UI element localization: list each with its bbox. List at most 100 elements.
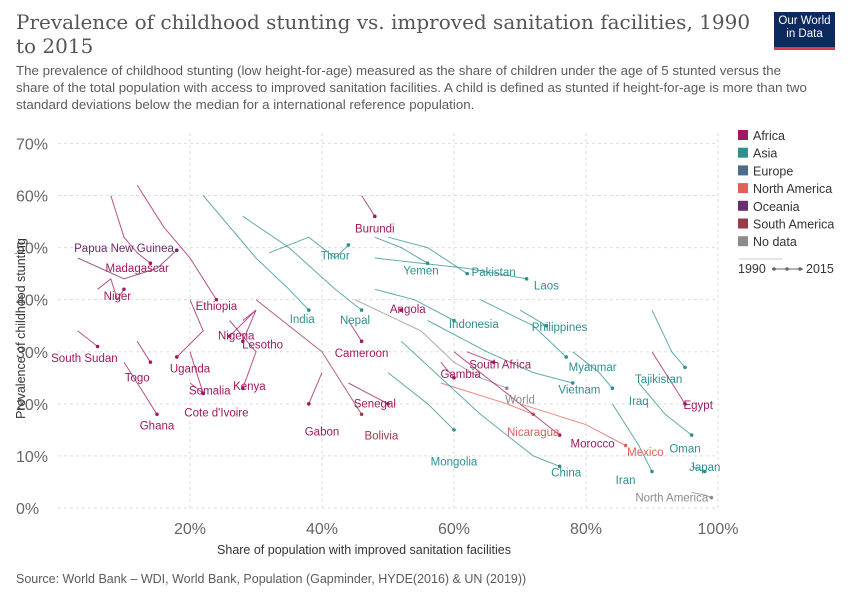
country-label[interactable]: South Africa xyxy=(469,359,532,371)
country-label[interactable]: Cote d'Ivoire xyxy=(184,408,248,420)
series-china[interactable] xyxy=(400,340,562,469)
series-endpoint[interactable] xyxy=(683,402,687,406)
series-cote-d-ivoire[interactable] xyxy=(189,351,205,396)
country-label[interactable]: North America xyxy=(635,493,708,505)
series-line[interactable] xyxy=(348,382,389,405)
series-japan[interactable] xyxy=(691,465,707,474)
country-label[interactable]: Japan xyxy=(689,462,720,474)
series-togo[interactable] xyxy=(136,341,153,364)
country-label[interactable]: Togo xyxy=(125,372,150,384)
series-south-sudan[interactable] xyxy=(77,330,100,349)
country-label[interactable]: Madagascar xyxy=(106,263,169,275)
country-label[interactable]: Myanmar xyxy=(569,362,617,374)
series-endpoint[interactable] xyxy=(505,386,509,391)
series-line[interactable] xyxy=(269,236,349,259)
series-endpoint[interactable] xyxy=(452,428,456,432)
series-line[interactable] xyxy=(691,491,712,499)
series-endpoint[interactable] xyxy=(524,277,529,281)
series-endpoint[interactable] xyxy=(610,386,615,391)
country-label[interactable]: Laos xyxy=(534,281,559,293)
series-gabon[interactable] xyxy=(307,372,323,406)
series-endpoint[interactable] xyxy=(683,365,687,370)
series-line[interactable] xyxy=(110,195,151,264)
series-line[interactable] xyxy=(361,195,376,217)
series-endpoint[interactable] xyxy=(241,339,245,344)
series-endpoint[interactable] xyxy=(564,355,568,359)
legend-item-no-data[interactable]: No data xyxy=(738,235,797,249)
series-line[interactable] xyxy=(308,372,323,404)
series-endpoint[interactable] xyxy=(544,323,549,328)
series-line[interactable] xyxy=(136,341,151,363)
series-ethiopia[interactable] xyxy=(136,184,219,302)
owid-logo[interactable]: Our World in Data xyxy=(774,12,835,50)
series-line[interactable] xyxy=(440,361,455,379)
series-line[interactable] xyxy=(77,330,98,347)
series-line[interactable] xyxy=(467,351,494,363)
series-vietnam[interactable] xyxy=(427,320,575,385)
country-label[interactable]: Burundi xyxy=(355,223,395,235)
series-iraq[interactable] xyxy=(572,351,615,391)
series-iran[interactable] xyxy=(611,403,654,474)
series-line[interactable] xyxy=(136,184,217,300)
series-endpoint[interactable] xyxy=(307,308,311,312)
series-endpoint[interactable] xyxy=(689,433,694,437)
country-label[interactable]: Gambia xyxy=(440,369,481,381)
series-pakistan[interactable] xyxy=(387,236,470,276)
country-label[interactable]: Yemen xyxy=(403,266,438,278)
country-label[interactable]: South Sudan xyxy=(51,353,118,365)
series-ghana[interactable] xyxy=(123,361,159,417)
series-madagascar[interactable] xyxy=(110,195,153,266)
country-label[interactable]: Ghana xyxy=(140,421,175,433)
series-line[interactable] xyxy=(242,215,362,311)
series-line[interactable] xyxy=(255,299,363,415)
series-endpoint[interactable] xyxy=(386,402,390,406)
series-line[interactable] xyxy=(77,249,178,280)
series-niger[interactable] xyxy=(97,277,126,301)
legend-item-north-america[interactable]: North America xyxy=(738,182,832,196)
series-endpoint[interactable] xyxy=(307,402,311,406)
country-label[interactable]: Iran xyxy=(616,475,636,487)
series-oman[interactable] xyxy=(638,382,694,437)
series-line[interactable] xyxy=(387,372,455,431)
series-endpoint[interactable] xyxy=(155,412,159,417)
series-endpoint[interactable] xyxy=(452,318,456,323)
country-label[interactable]: Angola xyxy=(390,304,426,316)
series-endpoint[interactable] xyxy=(623,443,628,448)
country-label[interactable]: Nigeria xyxy=(218,331,255,343)
series-endpoint[interactable] xyxy=(346,243,351,247)
series-line[interactable] xyxy=(176,299,204,358)
country-label[interactable]: Mexico xyxy=(627,447,663,459)
series-kenya[interactable] xyxy=(229,320,257,391)
country-label[interactable]: Iraq xyxy=(629,396,649,408)
series-line[interactable] xyxy=(611,403,653,472)
country-label[interactable]: Bolivia xyxy=(364,431,398,443)
series-endpoint[interactable] xyxy=(491,360,496,364)
series-endpoint[interactable] xyxy=(95,344,100,349)
country-label[interactable]: China xyxy=(551,468,582,480)
country-label[interactable]: Oman xyxy=(669,444,700,456)
series-line[interactable] xyxy=(427,320,573,384)
series-line[interactable] xyxy=(519,403,626,446)
legend-item-south-america[interactable]: South America xyxy=(738,218,834,232)
series-line[interactable] xyxy=(651,309,686,368)
series-egypt[interactable] xyxy=(651,351,687,406)
series-endpoint[interactable] xyxy=(175,248,179,252)
legend-item-europe[interactable]: Europe xyxy=(738,164,793,178)
series-endpoint[interactable] xyxy=(452,375,456,380)
country-label[interactable]: Tajikistan xyxy=(635,374,682,386)
series-line[interactable] xyxy=(572,351,613,389)
country-label[interactable]: Niger xyxy=(104,291,132,303)
series-line[interactable] xyxy=(189,382,204,394)
series-endpoint[interactable] xyxy=(373,214,377,219)
series-endpoint[interactable] xyxy=(241,386,245,391)
series-line[interactable] xyxy=(97,277,125,301)
series-mongolia[interactable] xyxy=(387,372,456,432)
series-endpoint[interactable] xyxy=(703,469,707,474)
series-burundi[interactable] xyxy=(361,195,377,219)
series-endpoint[interactable] xyxy=(399,308,404,312)
series-angola[interactable] xyxy=(399,308,404,312)
series-line[interactable] xyxy=(480,299,567,358)
country-label[interactable]: Morocco xyxy=(571,438,615,450)
series-line[interactable] xyxy=(374,257,527,280)
country-label[interactable]: Vietnam xyxy=(558,384,600,396)
